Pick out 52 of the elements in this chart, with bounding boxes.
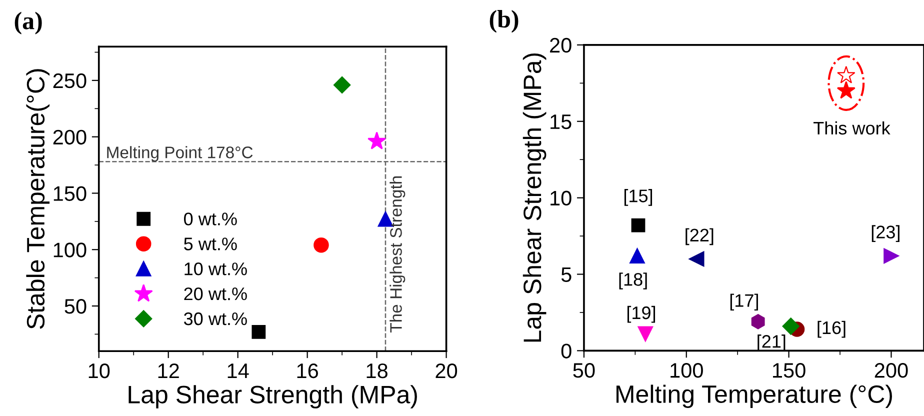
y-tick-label: 100: [54, 242, 86, 258]
y-axis-title: Stable Temperature(°C): [26, 69, 50, 329]
y-tick-label: 50: [64, 298, 86, 314]
point: [252, 324, 266, 339]
x-tick-label: 20: [436, 363, 458, 378]
point: [631, 218, 646, 232]
x-tick-label: 50: [573, 363, 595, 378]
point: [751, 314, 765, 330]
y-tick-label: 150: [54, 186, 86, 201]
point: [884, 248, 899, 264]
point: [334, 76, 351, 94]
annotation: [15]: [624, 189, 652, 206]
y-tick-label: 5: [561, 267, 572, 282]
legend-label: 5 wt.%: [184, 238, 237, 250]
annotation: [23]: [872, 225, 900, 242]
annotation: [22]: [686, 228, 714, 246]
point: [630, 248, 645, 264]
y-tick-label: 20: [550, 38, 572, 53]
y-tick-label: 0: [561, 344, 572, 358]
x-tick-label: 150: [773, 363, 806, 378]
annotation: [19]: [627, 306, 656, 323]
point: [314, 237, 329, 253]
y-tick-label: 10: [550, 190, 572, 206]
x-tick-label: 18: [366, 363, 388, 378]
x-axis-title: Lap Shear Strength (MPa): [128, 385, 417, 408]
x-tick-label: 200: [874, 363, 908, 378]
x-axis-title: Melting Temperature (°C): [616, 384, 892, 408]
legend-label: 20 wt.%: [184, 287, 247, 300]
point: [368, 132, 386, 150]
annotation: [16]: [818, 320, 846, 338]
y-tick-label: 15: [550, 114, 572, 130]
x-tick-label: 14: [228, 364, 249, 378]
chart-title: (a): [14, 12, 42, 34]
y-axis-title: Lap Shear Strength (MPa): [522, 53, 546, 342]
point: [688, 251, 704, 267]
legend-label: 10 wt.%: [184, 262, 247, 276]
point: [638, 326, 654, 342]
legend-label: 30 wt.%: [184, 312, 247, 326]
x-tick-label: 100: [670, 363, 703, 378]
x-tick-label: 10: [88, 363, 110, 378]
annotation: [17]: [730, 294, 758, 311]
ref-line-label: The Highest Strength: [390, 176, 406, 332]
x-tick-label: 16: [297, 363, 318, 378]
y-tick-label: 200: [53, 130, 86, 145]
y-tick-label: 250: [53, 73, 86, 88]
point: [782, 318, 800, 335]
x-tick-label: 12: [158, 363, 179, 378]
chart-title: (b): [490, 10, 518, 33]
legend-label: 0 wt.%: [184, 212, 237, 226]
annotation: This work: [814, 121, 890, 135]
annotation: [18]: [619, 272, 647, 290]
ref-line-label: Melting Point 178°C: [107, 146, 253, 162]
